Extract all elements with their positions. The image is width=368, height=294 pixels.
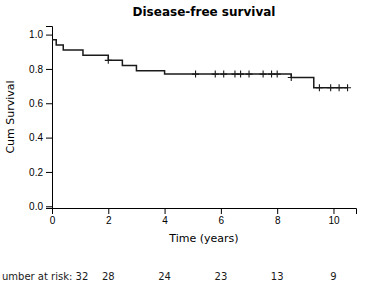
y-axis-tick: 0.6 — [29, 98, 52, 109]
y-axis-tick: 0.4 — [29, 132, 52, 143]
x-axis-tick-label: 4 — [162, 215, 168, 226]
x-axis-tick-mark — [108, 208, 109, 214]
censored-mark — [246, 71, 253, 78]
y-axis-tick-mark — [46, 206, 52, 207]
censored-mark — [327, 84, 334, 91]
censored-mark — [237, 71, 244, 78]
y-axis-tick-label: 1.0 — [29, 29, 43, 40]
annotation: 24 — [158, 271, 171, 282]
x-axis-tick: 4 — [162, 208, 168, 226]
censored-mark — [260, 71, 267, 78]
y-axis: 0.0 0.2 0.4 0.6 0.8 1.0 — [29, 27, 52, 212]
y-axis-tick-label: 0.8 — [29, 64, 43, 75]
x-axis: 0 2 4 6 8 10 — [50, 208, 357, 226]
x-axis-tick: 10 — [328, 208, 340, 226]
x-axis-tick-mark — [333, 208, 334, 214]
x-axis-tick-label: 8 — [275, 215, 281, 226]
y-axis-tick: 0.2 — [29, 167, 52, 178]
censored-mark — [105, 57, 112, 64]
chart-container: 02468100.00.20.40.60.81.0Time (years)Cum… — [0, 0, 368, 294]
x-axis-tick: 8 — [275, 208, 281, 226]
y-axis-line — [46, 27, 53, 209]
chart: 02468100.00.20.40.60.81.0Time (years)Cum… — [0, 0, 368, 294]
y-axis-tick-label: 0.2 — [29, 167, 43, 178]
censored-mark — [344, 84, 351, 91]
x-axis-tick-label: 10 — [328, 215, 340, 226]
annotation: 28 — [102, 271, 115, 282]
x-axis-tick: 2 — [106, 208, 112, 226]
y-axis-tick-label: 0.6 — [29, 98, 43, 109]
annotation: 23 — [215, 271, 228, 282]
x-axis-tick-label: 0 — [50, 215, 56, 226]
censored-mark — [192, 71, 199, 78]
censored-mark — [288, 74, 295, 81]
x-axis-tick-mark — [165, 208, 166, 214]
plot: 0 2 4 6 8 10 0.0 0.2 0.4 0.6 0.8 1.0 Time (years) Cum… — [4, 27, 357, 246]
y-axis-tick: 0.0 — [29, 201, 52, 212]
x-axis-title: Time (years) — [168, 232, 238, 245]
censored-mark — [212, 71, 219, 78]
x-axis-tick-label: 6 — [219, 215, 225, 226]
censored-mark — [274, 71, 281, 78]
censored-mark — [336, 84, 343, 91]
y-axis-tick-label: 0.0 — [29, 201, 43, 212]
censored-mark — [316, 84, 323, 91]
title: Disease-free survival — [133, 5, 276, 19]
y-axis-tick: 1.0 — [29, 29, 52, 40]
annotation: 9 — [330, 271, 336, 282]
y-axis-tick-mark — [46, 103, 52, 104]
x-axis-line — [53, 209, 357, 215]
x-axis-tick-label: 2 — [106, 215, 112, 226]
annotation: umber at risk: 32 — [2, 271, 88, 282]
y-axis-tick-mark — [46, 172, 52, 173]
censored-mark — [220, 71, 227, 78]
y-axis-tick-mark — [46, 69, 52, 70]
marks — [52, 40, 351, 92]
y-axis-tick-mark — [46, 35, 52, 36]
y-axis-tick-mark — [46, 138, 52, 139]
survival-curve — [52, 40, 348, 88]
y-axis-title: Cum Survival — [4, 80, 17, 153]
x-axis-tick: 0 — [50, 208, 56, 226]
x-axis-tick-mark — [221, 208, 222, 214]
annotation: 13 — [271, 271, 284, 282]
x-axis-tick: 6 — [219, 208, 225, 226]
y-axis-tick-label: 0.4 — [29, 132, 43, 143]
y-axis-tick: 0.8 — [29, 64, 52, 75]
x-axis-tick-mark — [277, 208, 278, 214]
